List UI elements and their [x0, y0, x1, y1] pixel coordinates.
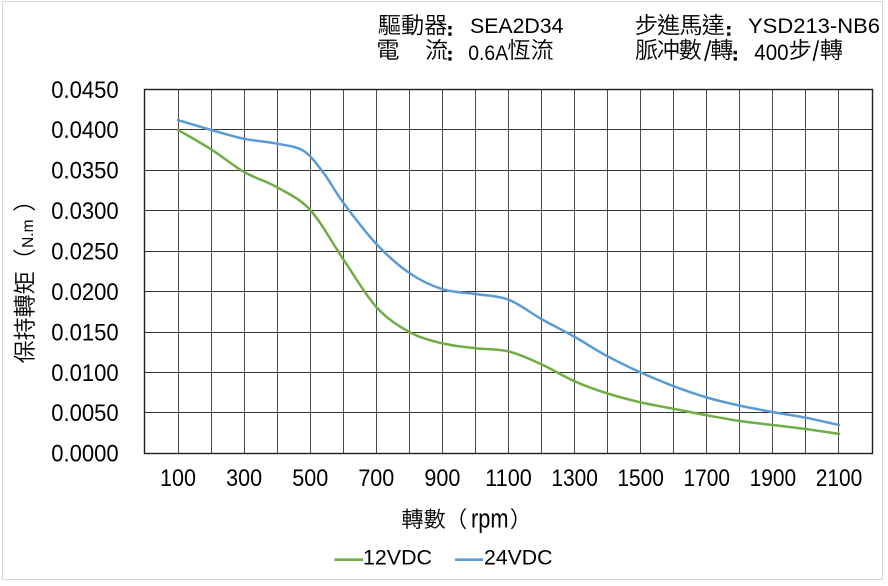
svg-text:12VDC: 12VDC	[363, 546, 432, 570]
svg-text:2100: 2100	[816, 465, 863, 492]
svg-text:100: 100	[160, 465, 196, 492]
svg-text:0.0350: 0.0350	[51, 158, 119, 185]
svg-text:0.0250: 0.0250	[51, 238, 119, 265]
svg-text:1700: 1700	[684, 465, 731, 492]
svg-text:1300: 1300	[551, 465, 598, 492]
svg-text:0.0050: 0.0050	[51, 400, 119, 427]
svg-text:0.0450: 0.0450	[51, 77, 119, 104]
svg-text:1500: 1500	[617, 465, 664, 492]
svg-text:0.0300: 0.0300	[51, 198, 119, 225]
svg-text:900: 900	[424, 465, 460, 492]
svg-text:700: 700	[358, 465, 394, 492]
svg-text:YSD213-NB6: YSD213-NB6	[748, 15, 880, 38]
svg-text:1900: 1900	[750, 465, 797, 492]
svg-text:300: 300	[226, 465, 262, 492]
svg-text:0.0200: 0.0200	[51, 279, 119, 306]
svg-text:0.0100: 0.0100	[51, 360, 119, 387]
svg-text:0.0000: 0.0000	[51, 441, 119, 468]
svg-text:24VDC: 24VDC	[484, 546, 553, 570]
svg-text:500: 500	[292, 465, 328, 492]
svg-text:1100: 1100	[485, 465, 532, 492]
svg-text:SEA2D34: SEA2D34	[470, 15, 564, 38]
svg-text:rpm: rpm	[471, 504, 509, 534]
svg-text:N.m: N.m	[20, 220, 37, 248]
svg-text:0.0150: 0.0150	[51, 319, 119, 346]
svg-text:400: 400	[754, 40, 788, 65]
svg-text:0.6A: 0.6A	[468, 41, 508, 65]
svg-text:0.0400: 0.0400	[51, 117, 119, 144]
